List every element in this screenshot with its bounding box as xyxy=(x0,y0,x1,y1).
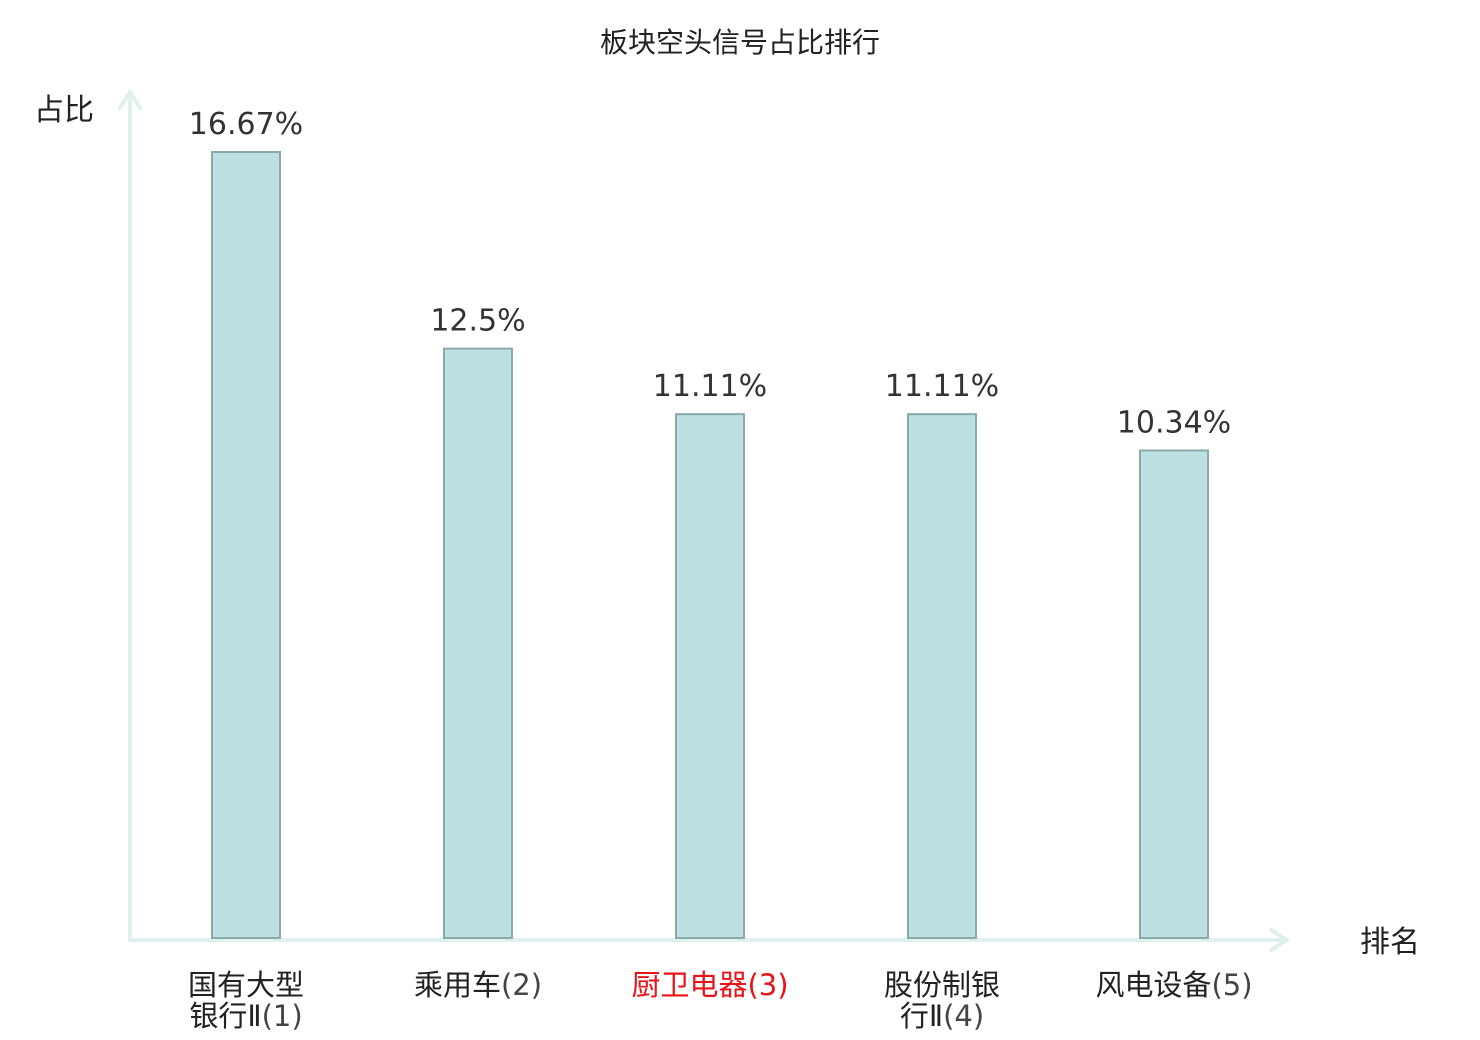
bars-group xyxy=(211,151,1209,939)
y-axis-arrow-icon xyxy=(118,90,142,110)
category-rank: (2) xyxy=(501,968,542,1002)
value-label-4: 11.11% xyxy=(885,369,999,404)
category-label-1-line-1: 国有大型 xyxy=(188,968,304,1002)
x-axis-label: 排名 xyxy=(1360,925,1420,960)
category-rank: (1) xyxy=(262,999,303,1033)
category-label-4-line-1: 股份制银 xyxy=(884,968,1000,1002)
x-axis-arrow-icon xyxy=(1269,928,1289,952)
category-rank: (4) xyxy=(943,999,984,1033)
value-label-3: 11.11% xyxy=(653,369,767,404)
category-name: 国有大型 xyxy=(188,968,304,1002)
value-label-1: 16.67% xyxy=(189,107,303,142)
category-label-1-line-2: 银行Ⅱ(1) xyxy=(189,999,302,1033)
category-rank: (5) xyxy=(1211,968,1252,1002)
category-name: 银行Ⅱ xyxy=(189,999,261,1033)
category-rank: (3) xyxy=(747,968,788,1002)
category-label-5-line-1: 风电设备(5) xyxy=(1095,968,1252,1002)
value-label-5: 10.34% xyxy=(1117,405,1231,440)
category-name: 厨卫电器 xyxy=(631,968,747,1002)
bar-4 xyxy=(907,413,977,939)
category-name: 风电设备 xyxy=(1095,968,1211,1002)
value-labels-group: 16.67% 12.5% 11.11% 11.11% 10.34% xyxy=(189,107,1231,440)
y-axis-label: 占比 xyxy=(34,93,94,128)
bar-1 xyxy=(211,151,281,939)
axes xyxy=(118,90,1289,952)
category-label-2-line-1: 乘用车(2) xyxy=(414,968,542,1002)
bar-2 xyxy=(443,347,513,939)
category-name: 股份制银 xyxy=(884,968,1000,1002)
bar-5 xyxy=(1139,449,1209,939)
bar-3 xyxy=(675,413,745,939)
category-name: 乘用车 xyxy=(414,968,501,1002)
category-label-4-line-2: 行Ⅱ(4) xyxy=(900,999,984,1033)
category-name: 行Ⅱ xyxy=(900,999,943,1033)
category-label-3-line-1: 厨卫电器(3) xyxy=(631,968,788,1002)
chart-title: 板块空头信号占比排行 xyxy=(600,26,880,59)
value-label-2: 12.5% xyxy=(430,304,525,339)
